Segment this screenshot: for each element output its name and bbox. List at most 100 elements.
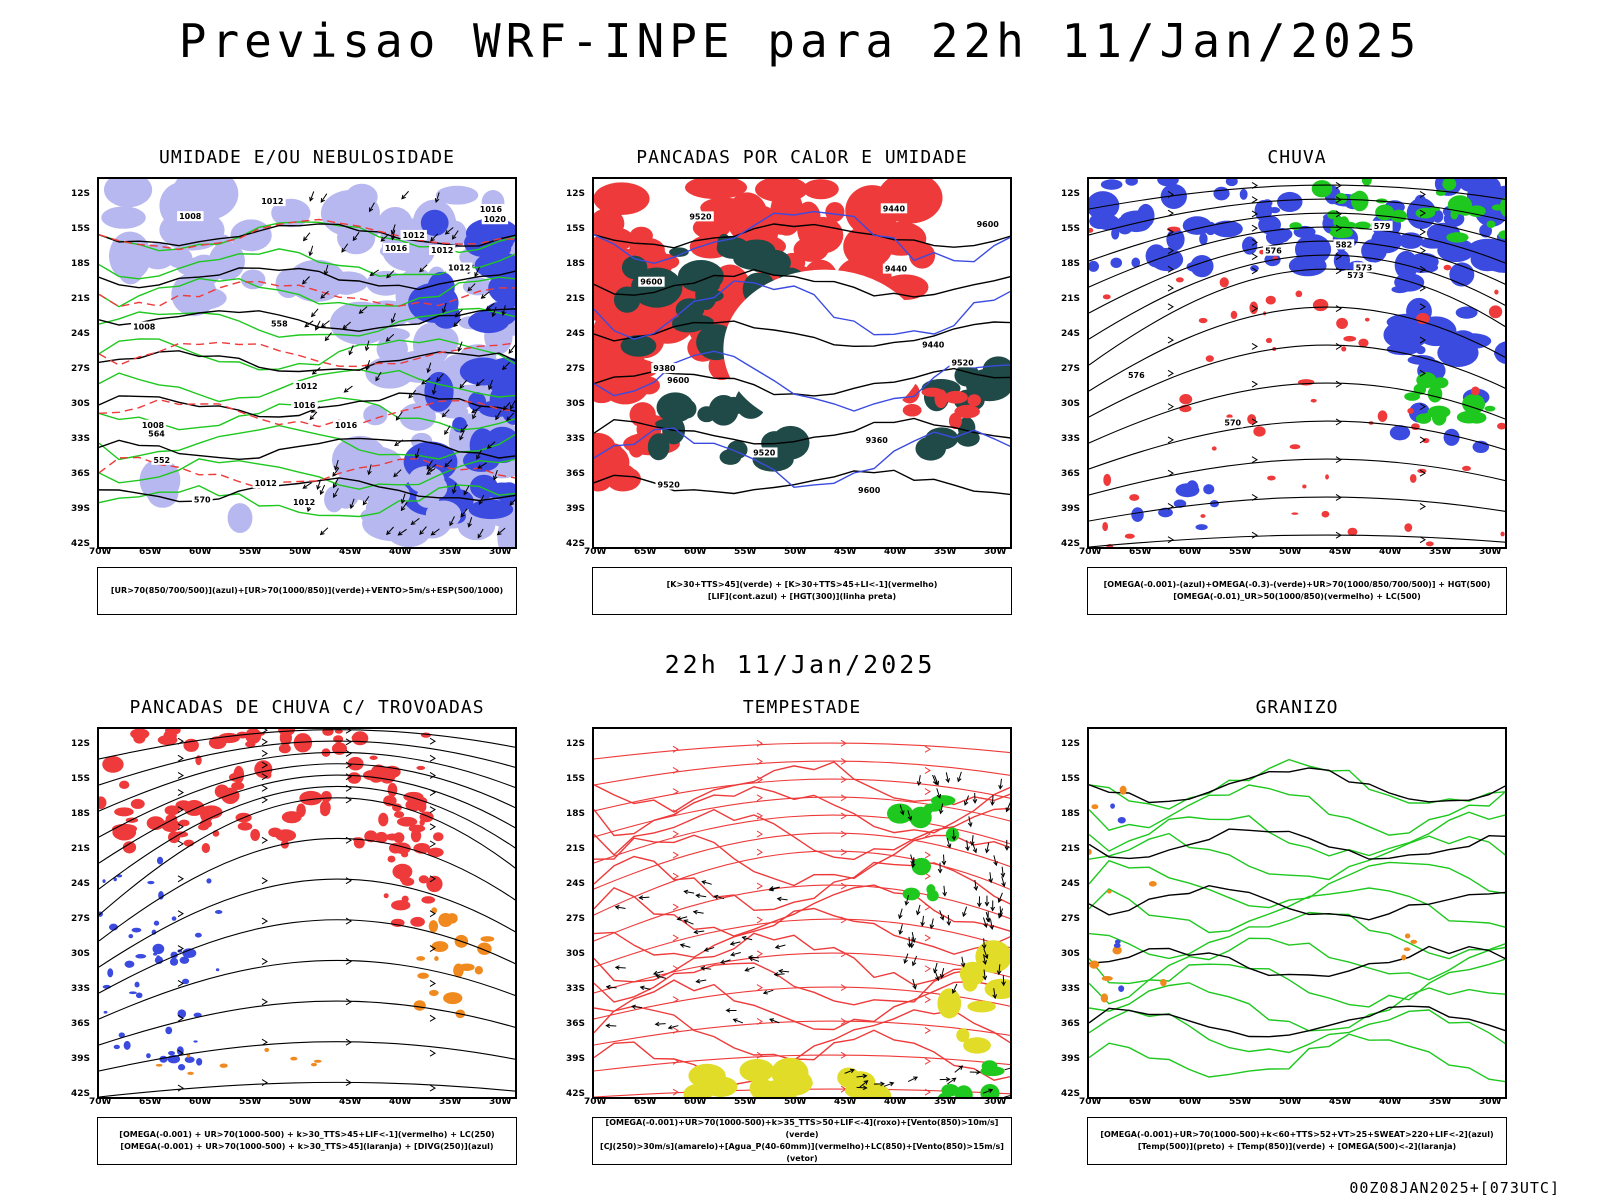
lat-tick-label: 39S [1061, 504, 1081, 514]
lc850-streamlines [594, 739, 1010, 1097]
legend-line: [K>30+TTS>45](verde) + [K>30+TTS>45+LI<-… [666, 580, 938, 589]
lon-tick-label: 45W [834, 547, 857, 557]
lon-tick-label: 70W [1079, 547, 1102, 557]
lat-tick-label: 42S [71, 539, 91, 549]
lat-tick-label: 15S [71, 774, 91, 784]
lat-tick-label: 33S [566, 984, 586, 994]
lat-tick-label: 36S [71, 469, 91, 479]
lon-tick-label: 30W [489, 1097, 512, 1107]
lat-tick-label: 30S [566, 399, 586, 409]
lat-tick-label: 18S [566, 809, 586, 819]
legend-line: [OMEGA(-0.001)+UR>70(1000-500)+k<60+TTS>… [1100, 1130, 1494, 1139]
legend-line: [LIF](cont.azul) + [HGT(300)](linha pret… [707, 592, 897, 601]
lat-tick-label: 33S [1061, 434, 1081, 444]
panel-title: GRANIZO [1255, 697, 1339, 718]
lon-tick-label: 30W [1479, 547, 1502, 557]
lon-tick-label: 45W [339, 547, 362, 557]
contour-label: 576 [1265, 247, 1282, 256]
contour-label: 573 [1347, 271, 1364, 280]
lat-tick-label: 27S [71, 364, 91, 374]
panel-legend: [UR>70(850/700/500)](azul)+[UR>70(1000/8… [97, 567, 517, 615]
panel-legend: [OMEGA(-0.001)+UR>70(1000-500)+k<60+TTS>… [1087, 1117, 1507, 1165]
lat-tick-label: 30S [1061, 949, 1081, 959]
lon-tick-label: 40W [389, 547, 412, 557]
lon-tick-label: 55W [1229, 1097, 1252, 1107]
contour-label: 9440 [883, 204, 906, 213]
panel-title: TEMPESTADE [742, 697, 862, 718]
lon-tick-label: 65W [634, 1097, 657, 1107]
lat-tick-label: 15S [566, 774, 586, 784]
lat-tick-label: 24S [1061, 879, 1081, 889]
contour-label: 564 [148, 430, 165, 439]
lat-tick-label: 15S [71, 224, 91, 234]
lon-tick-label: 35W [1429, 1097, 1452, 1107]
lon-tick-label: 30W [984, 547, 1007, 557]
lat-tick-label: 39S [71, 1054, 91, 1064]
thunder-orange [413, 907, 495, 1019]
lat-tick-label: 39S [71, 504, 91, 514]
lat-tick-label: 21S [566, 294, 586, 304]
lon-tick-label: 40W [1379, 547, 1402, 557]
lat-tick-label: 42S [1061, 1089, 1081, 1099]
lon-tick-label: 70W [89, 547, 112, 557]
hgt-labels: 9600 9600 9600 9520 9600 9520 9520 9440 9440 9440… [638, 203, 1002, 496]
lat-tick-label: 24S [71, 329, 91, 339]
map-panel-4 [97, 727, 517, 1099]
clear-ocean [723, 269, 926, 429]
contour-label: 1012 [261, 197, 283, 206]
lon-tick-label: 60W [684, 547, 707, 557]
panel-title: PANCADAS DE CHUVA C/ TROVOADAS [129, 697, 485, 718]
map-panel-1: 1012 1012 1012 1008 1012 1012 1008 1016 1012 1008… [97, 177, 517, 549]
lat-tick-label: 30S [71, 399, 91, 409]
lat-tick-label: 18S [71, 809, 91, 819]
panel-legend: [OMEGA(-0.001)-(azul)+OMEGA(-0.3)-(verde… [1087, 567, 1507, 615]
hgt500-labels: 582 579 576 573 570 576 573 [1125, 220, 1393, 428]
lat-tick-label: 30S [1061, 399, 1081, 409]
contour-label: 9600 [667, 376, 690, 385]
lat-tick-label: 36S [71, 1019, 91, 1029]
lon-tick-label: 40W [389, 1097, 412, 1107]
lat-tick-label: 15S [566, 224, 586, 234]
lat-tick-label: 24S [1061, 329, 1081, 339]
legend-line: [CJ(250)>30m/s](amarelo)+[Agua_P(40-60mm… [600, 1142, 1004, 1163]
contour-label: 570 [1224, 419, 1241, 428]
lon-tick-label: 60W [189, 1097, 212, 1107]
lat-tick-label: 39S [566, 1054, 586, 1064]
lat-tick-label: 30S [71, 949, 91, 959]
lon-tick-label: 70W [584, 1097, 607, 1107]
lat-tick-label: 18S [1061, 809, 1081, 819]
lon-tick-label: 60W [1179, 547, 1202, 557]
lat-tick-label: 21S [566, 844, 586, 854]
contour-label: 1012 [293, 498, 315, 507]
temp500-contours [1089, 767, 1505, 1038]
lon-tick-label: 30W [489, 547, 512, 557]
hgt500-streamlines [1089, 182, 1505, 547]
lon-tick-label: 30W [984, 1097, 1007, 1107]
valid-time-subtitle: 22h 11/Jan/2025 [664, 650, 936, 679]
lat-tick-label: 30S [566, 949, 586, 959]
contour-label: 582 [1335, 240, 1352, 249]
lat-tick-label: 21S [71, 294, 91, 304]
lon-tick-label: 55W [1229, 547, 1252, 557]
contour-label: 9520 [753, 448, 776, 457]
contour-label: 1020 [484, 215, 507, 224]
lat-tick-label: 42S [71, 1089, 91, 1099]
map-panel-5 [592, 727, 1012, 1099]
contour-label: 9440 [922, 341, 945, 350]
lat-tick-label: 27S [1061, 914, 1081, 924]
lat-tick-label: 12S [71, 189, 91, 199]
lon-tick-label: 65W [1129, 1097, 1152, 1107]
lon-tick-label: 70W [584, 547, 607, 557]
lat-tick-label: 24S [71, 879, 91, 889]
contour-label: 1016 [335, 421, 358, 430]
legend-line: [OMEGA(-0.001) + UR>70(1000-500) + k>30_… [120, 1142, 494, 1151]
lon-tick-label: 50W [1279, 547, 1302, 557]
contour-label: 552 [153, 456, 170, 465]
lon-tick-label: 55W [239, 547, 262, 557]
legend-line: [OMEGA(-0.001) + UR>70(1000-500) + k>30_… [119, 1130, 495, 1139]
contour-label: 1008 [179, 212, 202, 221]
legend-line: [UR>70(850/700/500)](azul)+[UR>70(1000/8… [110, 586, 504, 595]
lon-tick-label: 65W [634, 547, 657, 557]
lat-tick-label: 21S [1061, 294, 1081, 304]
jet-yellow-south [683, 1057, 892, 1097]
